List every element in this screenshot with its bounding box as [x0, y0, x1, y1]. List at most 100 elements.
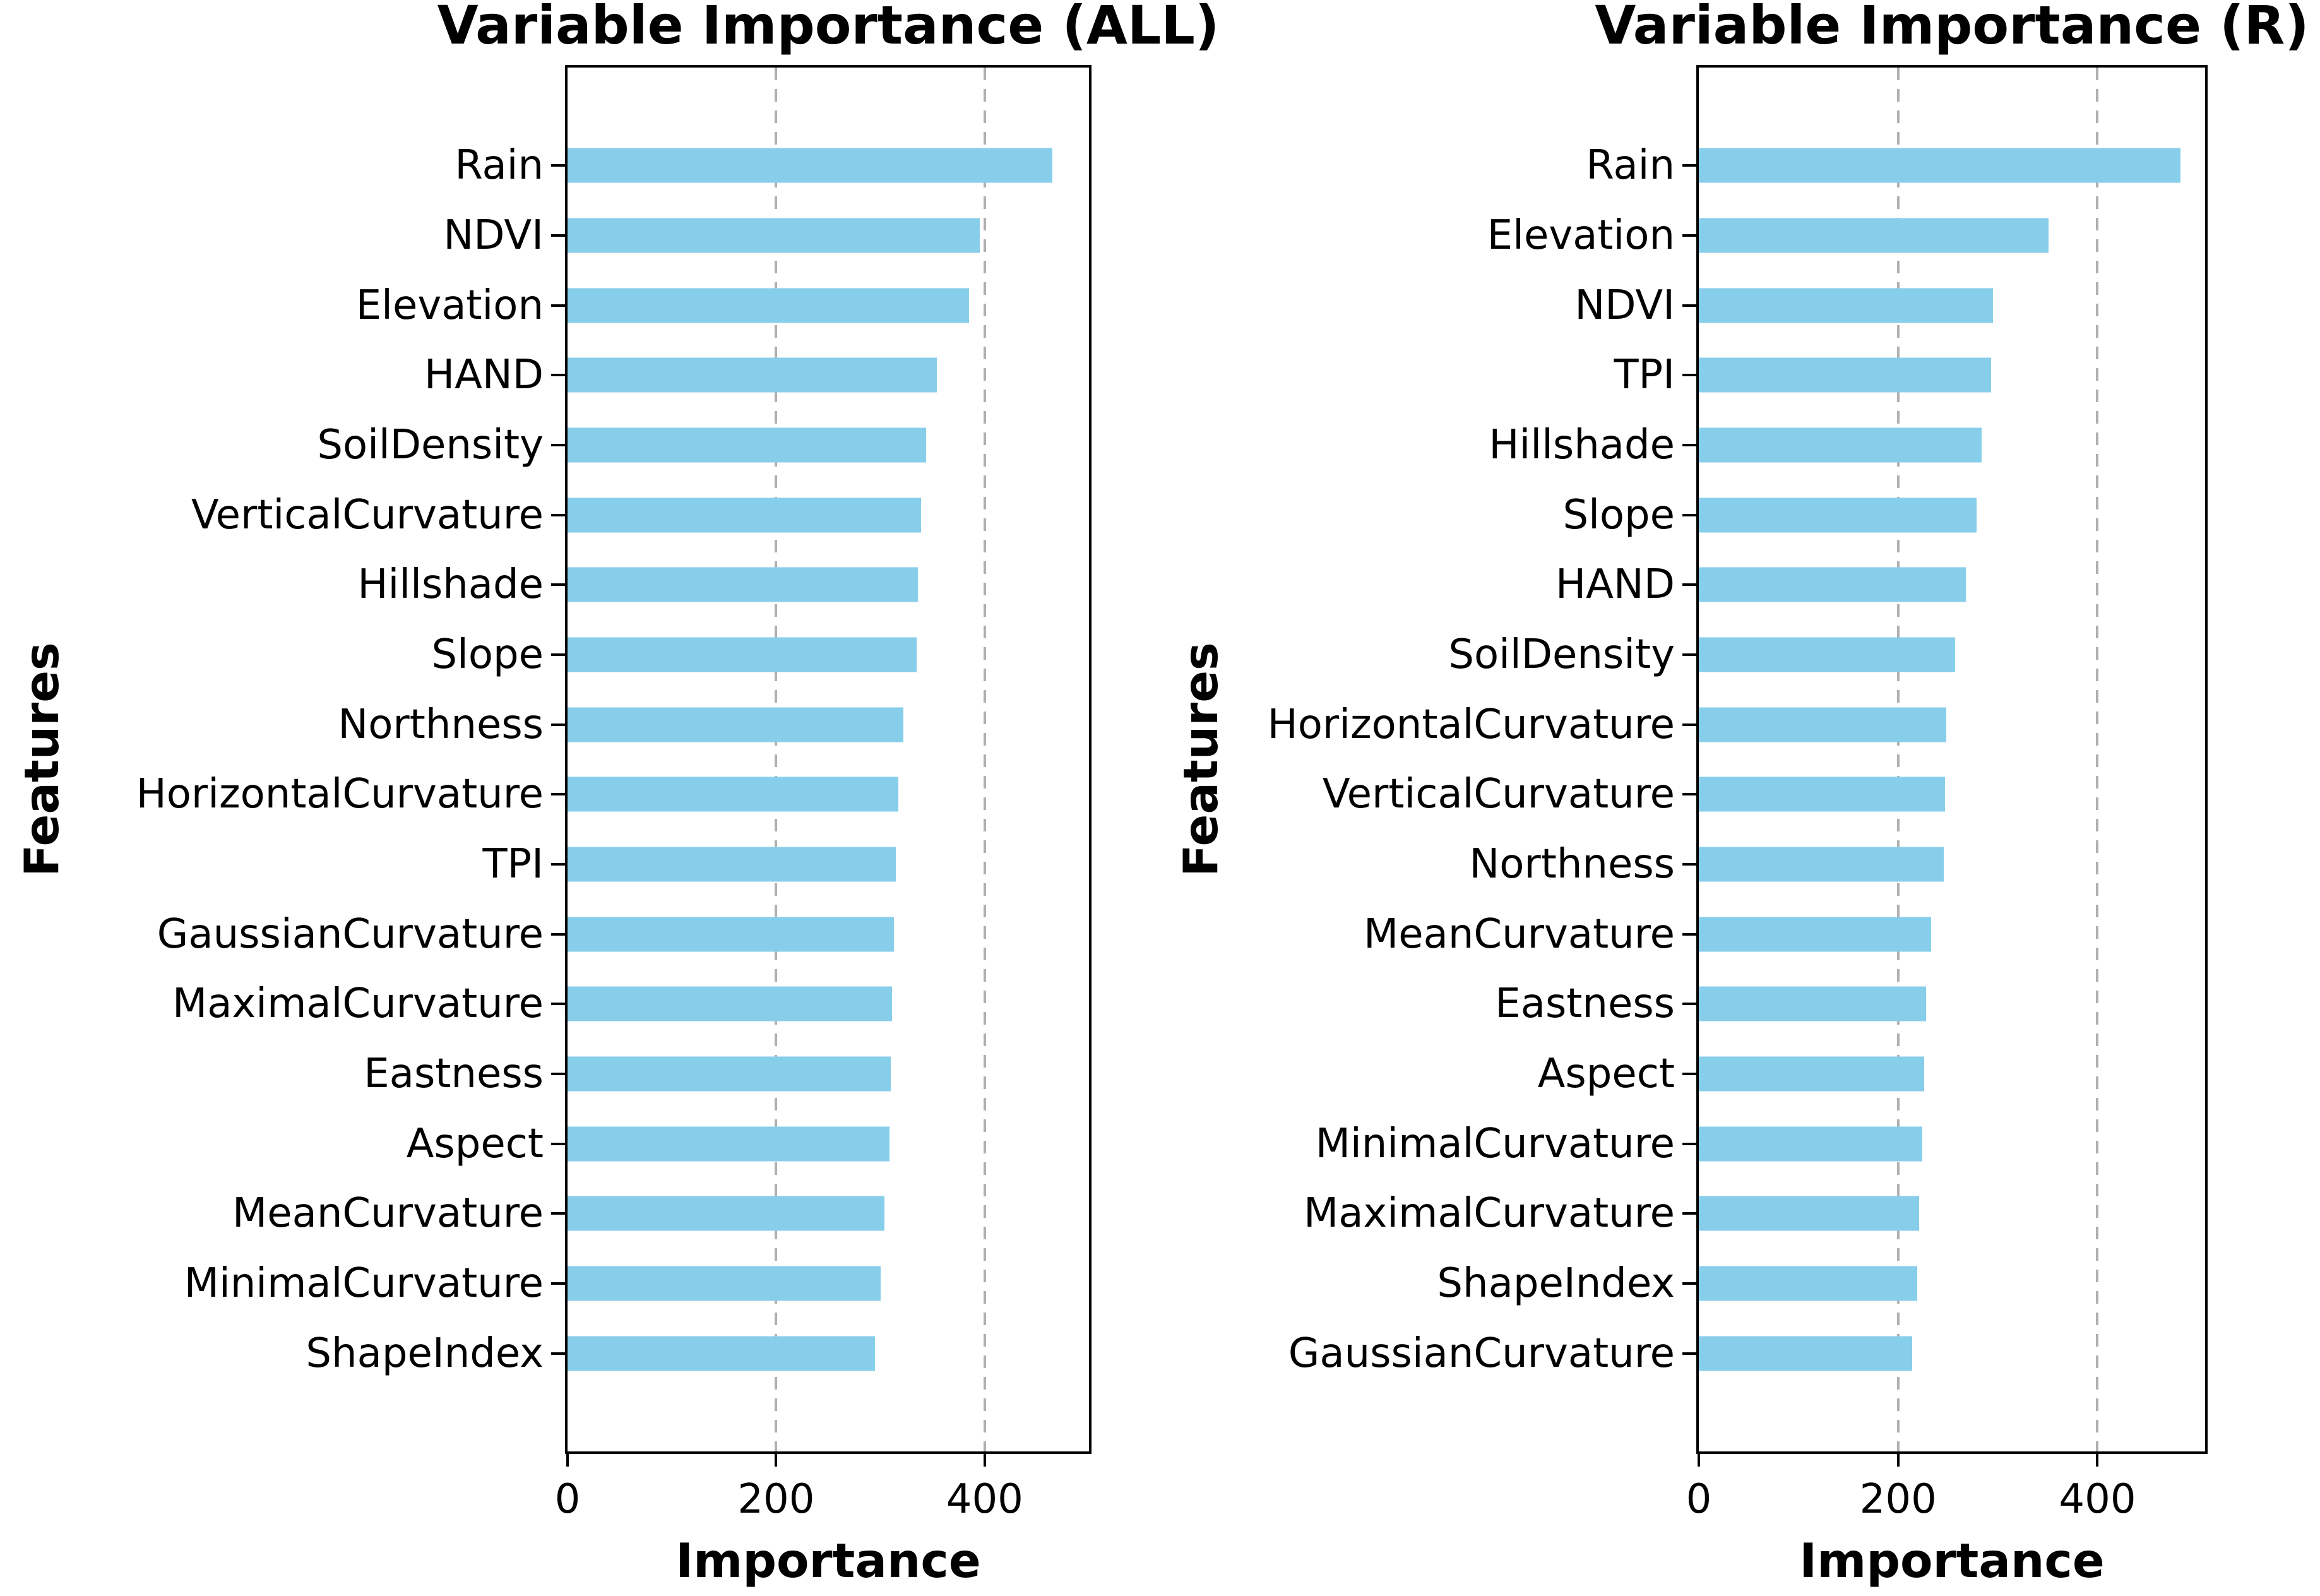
- y-tick-mark: [1682, 793, 1696, 796]
- y-tick-label: Eastness: [364, 1051, 544, 1098]
- y-tick-mark: [551, 164, 565, 167]
- y-tick-label: GaussianCurvature: [1288, 1330, 1675, 1377]
- importance-bar: [568, 288, 970, 323]
- y-tick-label: Slope: [1562, 491, 1675, 539]
- bar-row: HorizontalCurvature: [136, 759, 1089, 830]
- importance-bar: [1699, 1126, 1922, 1162]
- y-tick-label: MinimalCurvature: [1315, 1120, 1675, 1167]
- x-tick-mark: [983, 1451, 986, 1467]
- bar-row: TPI: [482, 830, 1089, 900]
- y-tick-label: NDVI: [443, 212, 544, 259]
- bar-row: Aspect: [407, 1109, 1089, 1179]
- bar-row: TPI: [1614, 340, 2205, 410]
- importance-bar: [1699, 357, 1991, 393]
- importance-bar: [1699, 497, 1977, 533]
- y-tick-label: HorizontalCurvature: [1267, 701, 1675, 748]
- y-tick-label: Rain: [455, 142, 544, 189]
- y-tick-mark: [1682, 1142, 1696, 1145]
- importance-bar: [568, 148, 1053, 183]
- y-tick-mark: [551, 374, 565, 377]
- gridline-x-400: [2096, 68, 2099, 1451]
- bar-row: GaussianCurvature: [1288, 1318, 2205, 1388]
- bar-row: MeanCurvature: [232, 1179, 1089, 1249]
- y-tick-label: Slope: [431, 631, 544, 679]
- y-tick-label: HAND: [1555, 561, 1675, 609]
- y-tick-mark: [1682, 164, 1696, 167]
- y-tick-label: Rain: [1586, 142, 1675, 189]
- bar-rows: Rain NDVI Elevation HAND SoilDensity Vertical…: [136, 68, 1089, 1451]
- y-tick-label: HorizontalCurvature: [136, 771, 544, 818]
- x-axis-label: Importance: [1799, 1533, 2105, 1588]
- x-tick-label: 200: [1859, 1476, 1937, 1523]
- x-tick-label: 400: [2059, 1476, 2136, 1523]
- bar-row: HAND: [1556, 550, 2205, 620]
- y-tick-mark: [551, 304, 565, 307]
- y-tick-mark: [551, 1073, 565, 1076]
- bar-row: Northness: [338, 689, 1089, 759]
- importance-bar: [1699, 148, 2180, 183]
- y-tick-label: MinimalCurvature: [184, 1260, 544, 1307]
- bar-row: ShapeIndex: [306, 1318, 1089, 1388]
- y-tick-mark: [551, 1282, 565, 1285]
- bar-row: MaximalCurvature: [172, 969, 1089, 1039]
- bar-row: MinimalCurvature: [1316, 1109, 2205, 1179]
- bar-row: Hillshade: [1489, 410, 2205, 480]
- importance-bar: [1699, 427, 1982, 463]
- importance-bar: [1699, 847, 1944, 882]
- y-tick-mark: [1682, 234, 1696, 237]
- y-tick-label: SoilDensity: [1448, 631, 1675, 679]
- x-tick-mark: [1896, 1451, 1900, 1467]
- importance-bar: [568, 1056, 891, 1092]
- y-tick-label: MeanCurvature: [232, 1190, 544, 1237]
- y-tick-mark: [551, 863, 565, 866]
- y-tick-mark: [1682, 1282, 1696, 1285]
- bar-row: Elevation: [356, 270, 1089, 340]
- bar-row: NDVI: [1574, 270, 2205, 340]
- y-axis-label: Features: [14, 642, 69, 877]
- bar-row: Rain: [1586, 131, 2205, 201]
- importance-bar: [1699, 777, 1945, 812]
- plot-area: Rain Elevation NDVI TPI Hillshade Slope HAND So…: [1268, 65, 2208, 1520]
- importance-bar: [568, 357, 937, 393]
- y-tick-mark: [551, 444, 565, 447]
- y-tick-mark: [1682, 583, 1696, 587]
- y-tick-mark: [1682, 653, 1696, 657]
- y-tick-label: TPI: [482, 841, 544, 888]
- y-tick-mark: [551, 793, 565, 796]
- bar-row: VerticalCurvature: [1323, 759, 2205, 830]
- importance-bar: [568, 567, 919, 602]
- x-tick-label: 0: [554, 1476, 581, 1523]
- importance-bar: [1699, 218, 2049, 253]
- y-tick-label: MaximalCurvature: [172, 980, 544, 1028]
- y-tick-mark: [1682, 304, 1696, 307]
- y-tick-label: Eastness: [1495, 980, 1675, 1028]
- gridline-x-200: [775, 68, 778, 1451]
- x-tick-mark: [2096, 1451, 2099, 1467]
- y-tick-mark: [1682, 1212, 1696, 1215]
- importance-bar: [568, 1196, 885, 1231]
- y-tick-mark: [1682, 723, 1696, 726]
- x-tick-mark: [1698, 1451, 1700, 1467]
- bar-row: Eastness: [1495, 969, 2205, 1039]
- y-tick-mark: [551, 513, 565, 516]
- importance-bar: [1699, 1336, 1912, 1371]
- importance-bar: [568, 1336, 876, 1371]
- bar-row: MeanCurvature: [1364, 899, 2205, 969]
- y-tick-mark: [1682, 932, 1696, 936]
- importance-bar: [568, 427, 927, 463]
- bar-row: SoilDensity: [1448, 620, 2205, 690]
- y-tick-mark: [551, 653, 565, 657]
- importance-bar: [1699, 288, 1993, 323]
- bar-row: GaussianCurvature: [157, 899, 1089, 969]
- bar-rows: Rain Elevation NDVI TPI Hillshade Slope HAND So…: [1268, 68, 2205, 1451]
- importance-bar: [568, 986, 892, 1021]
- y-tick-label: Aspect: [406, 1120, 544, 1167]
- bar-row: Hillshade: [357, 550, 1089, 620]
- y-tick-mark: [1682, 863, 1696, 866]
- y-tick-mark: [1682, 444, 1696, 447]
- y-tick-mark: [551, 1352, 565, 1355]
- y-tick-mark: [1682, 513, 1696, 516]
